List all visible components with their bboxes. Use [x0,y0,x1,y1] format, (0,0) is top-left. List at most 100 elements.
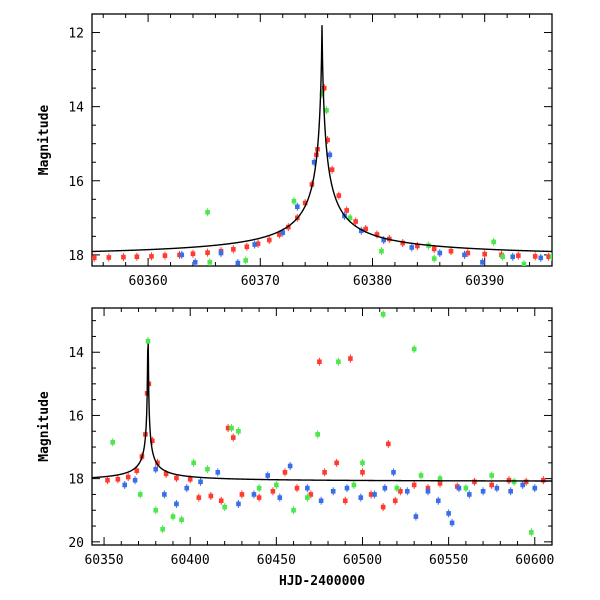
data-point [295,204,300,210]
data-point [125,474,131,480]
data-point [431,246,437,252]
data-point [315,432,320,437]
y-tick-label: 20 [68,536,84,551]
data-point [215,470,221,475]
data-point [184,485,190,491]
data-point [196,495,202,500]
data-point [521,261,527,266]
data-point [360,470,365,475]
data-point [391,470,396,475]
data-layer [92,25,552,266]
data-point [302,200,308,206]
data-point [294,485,300,491]
data-point [538,255,544,261]
x-tick-label: 60370 [241,274,280,289]
data-point [437,481,443,486]
data-point [381,237,387,243]
data-point [344,485,350,491]
data-point [149,254,154,259]
data-point [305,485,310,491]
data-point [229,425,234,431]
data-point [236,501,241,507]
data-point [153,507,159,513]
data-point [336,193,342,198]
data-point [287,463,293,469]
x-tick-label: 60600 [515,553,554,568]
data-point [489,482,495,488]
data-point [286,224,291,230]
data-point [456,485,462,491]
data-point [462,252,467,258]
data-point [266,237,272,243]
data-point [205,466,210,472]
y-tick-label: 12 [68,27,84,42]
data-point [363,226,369,232]
data-point [546,254,551,260]
data-point [163,471,169,477]
data-point [425,488,431,494]
data-point [149,438,155,444]
data-point [244,244,250,250]
x-tick-label: 60380 [353,274,392,289]
y-axis-label: Magnitude [37,391,52,462]
data-point [311,159,317,165]
data-point [348,356,353,361]
data-point [105,477,110,483]
data-point [115,476,121,482]
data-point [187,476,193,482]
data-point [231,247,236,252]
data-point [325,137,330,143]
data-point [305,495,310,500]
y-axis-label: Magnitude [37,105,52,176]
data-point [415,243,420,249]
data-point [317,359,322,365]
plot-frame [91,13,553,267]
data-point [137,492,143,497]
data-point [511,479,517,485]
y-tick-label: 18 [68,473,84,488]
data-point [218,498,224,504]
data-point [368,492,374,497]
data-point [308,492,314,497]
x-tick-label: 60360 [129,274,168,289]
data-point [448,248,454,254]
x-tick-label: 60500 [343,553,382,568]
data-point [446,511,451,516]
data-point [358,228,364,234]
data-point [437,250,443,256]
data-point [344,208,349,213]
model-curve [92,343,552,482]
data-point [179,517,184,523]
data-point [472,479,477,485]
data-point [110,440,115,445]
y-tick-label: 18 [68,249,84,264]
data-point [236,428,241,434]
data-point [411,346,417,352]
data-point [491,239,496,245]
data-point [239,492,245,497]
data-point [153,466,159,472]
data-point [510,254,516,260]
data-point [520,482,526,488]
data-point [198,479,203,485]
data-point [291,198,297,204]
data-point [222,504,227,510]
data-point [500,254,505,260]
data-point [122,482,128,488]
data-point [532,254,538,259]
data-point [251,492,257,497]
data-point [411,482,417,488]
y-tick-label: 16 [68,175,84,190]
data-point [106,255,112,260]
data-point [208,493,214,499]
data-point [489,473,495,478]
data-point [532,485,538,491]
data-point [174,475,179,481]
data-point [134,254,140,260]
data-point [318,498,324,504]
data-point [418,473,424,478]
data-point [494,485,500,491]
data-point [372,492,377,497]
data-layer [92,310,552,537]
data-point [235,260,241,266]
